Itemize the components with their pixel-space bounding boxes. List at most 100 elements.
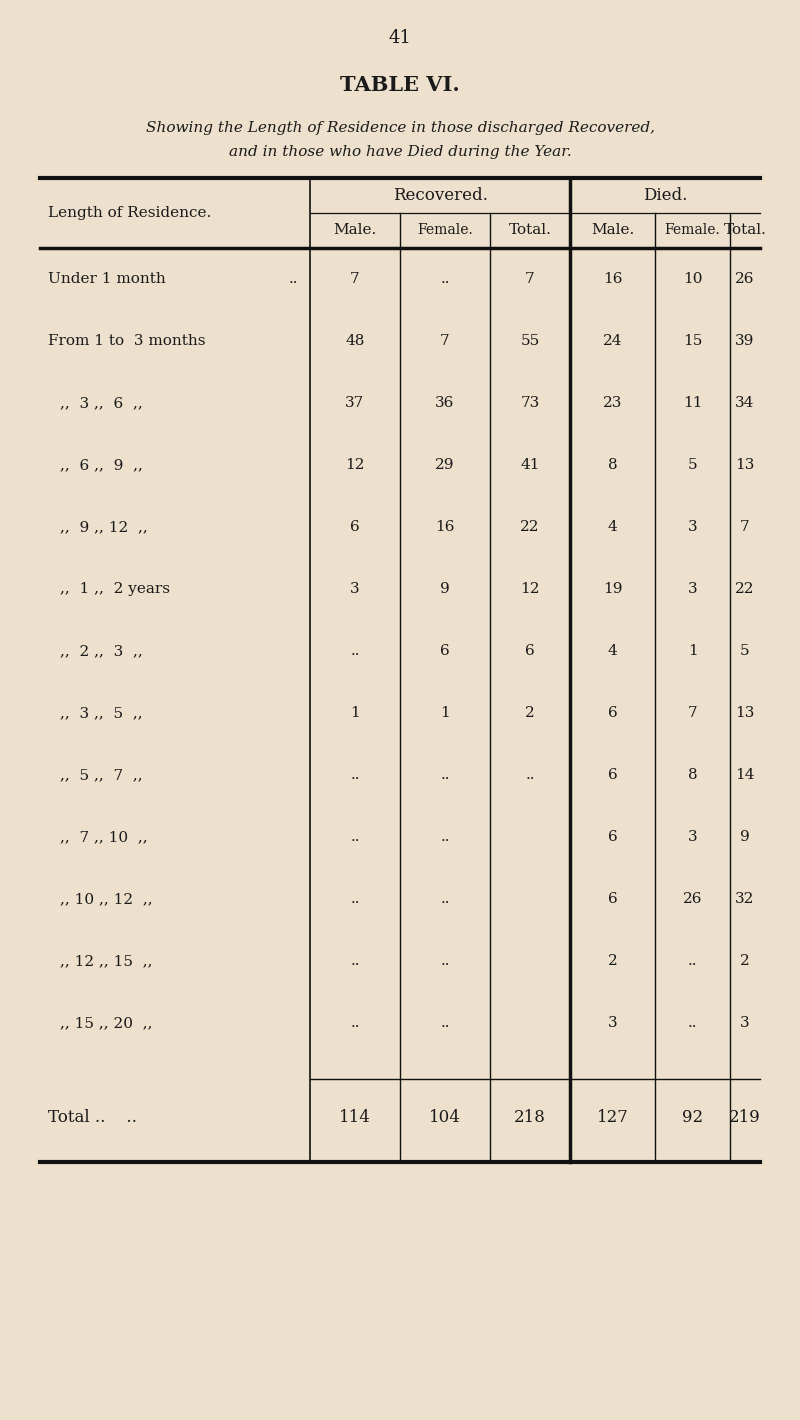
- Text: 41: 41: [389, 28, 411, 47]
- Text: 2: 2: [608, 954, 618, 968]
- Text: 3: 3: [350, 582, 360, 596]
- Text: 219: 219: [729, 1109, 761, 1126]
- Text: 1: 1: [440, 706, 450, 720]
- Text: ..: ..: [350, 1015, 360, 1030]
- Text: Male.: Male.: [334, 223, 377, 237]
- Text: ..: ..: [350, 768, 360, 782]
- Text: 3: 3: [688, 520, 698, 534]
- Text: 26: 26: [735, 273, 754, 285]
- Text: 2: 2: [740, 954, 750, 968]
- Text: 12: 12: [520, 582, 540, 596]
- Text: 29: 29: [435, 459, 454, 471]
- Text: 19: 19: [602, 582, 622, 596]
- Text: 2: 2: [525, 706, 535, 720]
- Text: 22: 22: [520, 520, 540, 534]
- Text: 39: 39: [735, 334, 754, 348]
- Text: ,,  9 ,, 12  ,,: ,, 9 ,, 12 ,,: [60, 520, 148, 534]
- Text: ,, 12 ,, 15  ,,: ,, 12 ,, 15 ,,: [60, 954, 153, 968]
- Text: 8: 8: [608, 459, 618, 471]
- Text: 24: 24: [602, 334, 622, 348]
- Text: ..: ..: [350, 831, 360, 843]
- Text: 6: 6: [350, 520, 360, 534]
- Text: 8: 8: [688, 768, 698, 782]
- Text: ..: ..: [440, 273, 450, 285]
- Text: ,,  5 ,,  7  ,,: ,, 5 ,, 7 ,,: [60, 768, 142, 782]
- Text: 6: 6: [608, 892, 618, 906]
- Text: 3: 3: [688, 582, 698, 596]
- Text: From 1 to  3 months: From 1 to 3 months: [48, 334, 206, 348]
- Text: 10: 10: [682, 273, 702, 285]
- Text: 22: 22: [735, 582, 754, 596]
- Text: 9: 9: [440, 582, 450, 596]
- Text: 12: 12: [346, 459, 365, 471]
- Text: ..: ..: [440, 892, 450, 906]
- Text: ,,  7 ,, 10  ,,: ,, 7 ,, 10 ,,: [60, 831, 148, 843]
- Text: Showing the Length of Residence in those discharged Recovered,: Showing the Length of Residence in those…: [146, 121, 654, 135]
- Text: 7: 7: [688, 706, 698, 720]
- Text: ,,  1 ,,  2 years: ,, 1 ,, 2 years: [60, 582, 170, 596]
- Text: 3: 3: [608, 1015, 618, 1030]
- Text: Total ..    ..: Total .. ..: [48, 1109, 137, 1126]
- Text: Length of Residence.: Length of Residence.: [48, 206, 211, 220]
- Text: 92: 92: [682, 1109, 703, 1126]
- Text: ..: ..: [440, 954, 450, 968]
- Text: 114: 114: [339, 1109, 371, 1126]
- Text: ..: ..: [440, 831, 450, 843]
- Text: ,, 10 ,, 12  ,,: ,, 10 ,, 12 ,,: [60, 892, 153, 906]
- Text: 34: 34: [735, 396, 754, 410]
- Text: 16: 16: [602, 273, 622, 285]
- Text: 48: 48: [346, 334, 365, 348]
- Text: ,,  2 ,,  3  ,,: ,, 2 ,, 3 ,,: [60, 645, 142, 657]
- Text: 55: 55: [520, 334, 540, 348]
- Text: 7: 7: [440, 334, 450, 348]
- Text: Died.: Died.: [643, 187, 687, 204]
- Text: 11: 11: [682, 396, 702, 410]
- Text: Total.: Total.: [723, 223, 766, 237]
- Text: Under 1 month: Under 1 month: [48, 273, 166, 285]
- Text: 14: 14: [735, 768, 754, 782]
- Text: Recovered.: Recovered.: [393, 187, 487, 204]
- Text: 6: 6: [525, 645, 535, 657]
- Text: 3: 3: [740, 1015, 750, 1030]
- Text: Female.: Female.: [417, 223, 473, 237]
- Text: TABLE VI.: TABLE VI.: [340, 75, 460, 95]
- Text: 37: 37: [346, 396, 365, 410]
- Text: ..: ..: [688, 1015, 698, 1030]
- Text: ..: ..: [350, 954, 360, 968]
- Text: ..: ..: [688, 954, 698, 968]
- Text: ..: ..: [440, 768, 450, 782]
- Text: Male.: Male.: [591, 223, 634, 237]
- Text: 1: 1: [688, 645, 698, 657]
- Text: ..: ..: [526, 768, 534, 782]
- Text: 15: 15: [683, 334, 702, 348]
- Text: 5: 5: [740, 645, 750, 657]
- Text: 26: 26: [682, 892, 702, 906]
- Text: ..: ..: [350, 645, 360, 657]
- Text: 5: 5: [688, 459, 698, 471]
- Text: 1: 1: [350, 706, 360, 720]
- Text: ..: ..: [289, 273, 298, 285]
- Text: 73: 73: [520, 396, 540, 410]
- Text: 3: 3: [688, 831, 698, 843]
- Text: 16: 16: [435, 520, 454, 534]
- Text: 4: 4: [608, 520, 618, 534]
- Text: 127: 127: [597, 1109, 629, 1126]
- Text: 7: 7: [350, 273, 360, 285]
- Text: 36: 36: [435, 396, 454, 410]
- Text: 218: 218: [514, 1109, 546, 1126]
- Text: 104: 104: [429, 1109, 461, 1126]
- Text: 7: 7: [525, 273, 535, 285]
- Text: 4: 4: [608, 645, 618, 657]
- Text: 6: 6: [608, 831, 618, 843]
- Text: 32: 32: [735, 892, 754, 906]
- Text: 6: 6: [440, 645, 450, 657]
- Text: ,,  3 ,,  5  ,,: ,, 3 ,, 5 ,,: [60, 706, 142, 720]
- Text: ,,  3 ,,  6  ,,: ,, 3 ,, 6 ,,: [60, 396, 142, 410]
- Text: 41: 41: [520, 459, 540, 471]
- Text: ,,  6 ,,  9  ,,: ,, 6 ,, 9 ,,: [60, 459, 143, 471]
- Text: 6: 6: [608, 706, 618, 720]
- Text: 9: 9: [740, 831, 750, 843]
- Text: and in those who have Died during the Year.: and in those who have Died during the Ye…: [229, 145, 571, 159]
- Text: ..: ..: [440, 1015, 450, 1030]
- Text: Female.: Female.: [665, 223, 720, 237]
